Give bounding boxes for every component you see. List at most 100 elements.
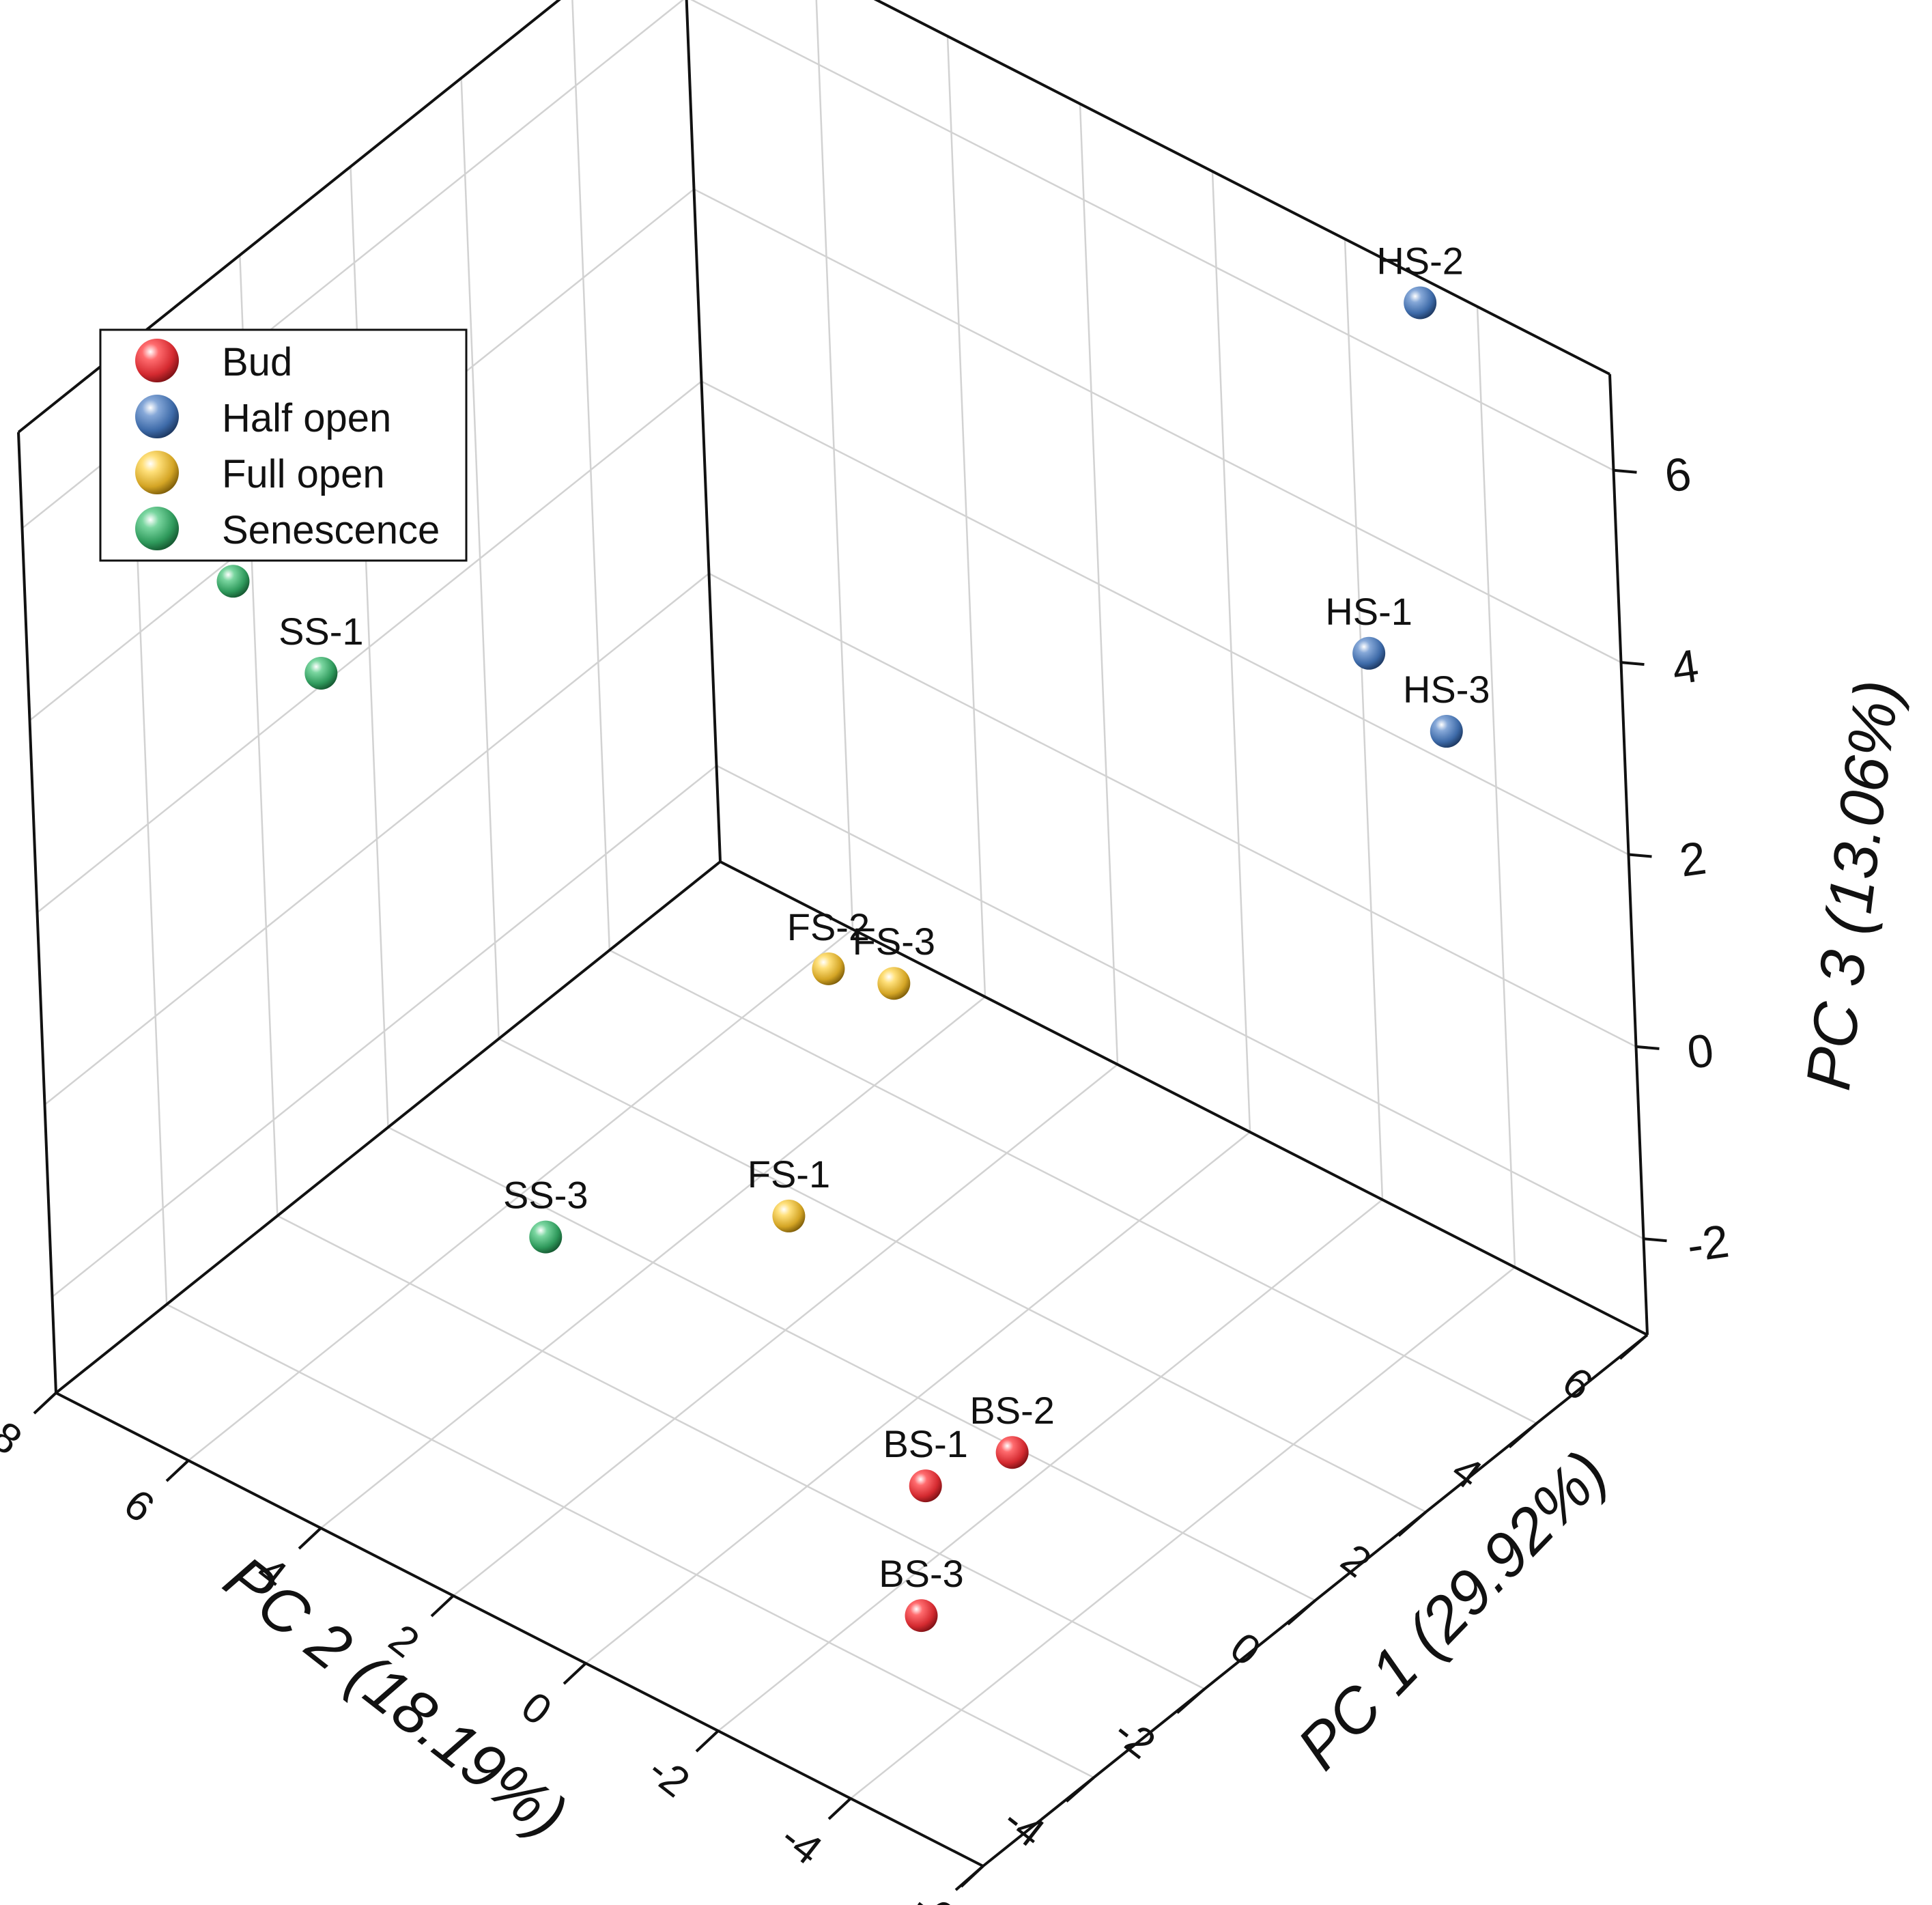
point-label-bs-3: BS-3: [879, 1552, 964, 1595]
x-tick-label: -4: [995, 1796, 1053, 1857]
box-edge: [720, 860, 1648, 1336]
y-axis-line: [55, 1392, 984, 1867]
left-wall-grid-line: [571, 0, 611, 950]
point-label-bs-2: BS-2: [969, 1389, 1055, 1432]
y-tick-mark: [827, 1797, 852, 1820]
z-tick-label: 0: [1684, 1024, 1717, 1080]
point-label-bs-1: BS-1: [883, 1422, 968, 1465]
x-tick-label: 6: [1554, 1358, 1602, 1410]
grid-lines: [17, 0, 1649, 1867]
y-tick-mark: [430, 1594, 455, 1618]
y-tick-mark: [165, 1459, 190, 1482]
x-tick-mark: [1287, 1599, 1316, 1626]
z-tick-label: 2: [1677, 832, 1709, 887]
y-tick-label: -4: [772, 1814, 831, 1874]
z-tick-mark: [1621, 661, 1645, 666]
point-label-hs-1: HS-1: [1325, 590, 1412, 633]
point-label-ss-3: SS-3: [503, 1174, 588, 1217]
point-fs-1: [772, 1199, 806, 1232]
point-hs-2: [1404, 286, 1437, 320]
floor-grid-line: [609, 949, 1537, 1424]
x-tick-mark: [1397, 1510, 1427, 1537]
y-tick-label: 6: [115, 1480, 163, 1532]
point-label-hs-3: HS-3: [1403, 668, 1490, 711]
right-wall-grid-line: [715, 765, 1645, 1240]
y-tick-mark: [33, 1392, 57, 1415]
z-tick-mark: [1628, 853, 1652, 858]
x-tick-label: -2: [1105, 1708, 1164, 1768]
floor-grid-line: [387, 1126, 1316, 1602]
right-wall-grid-line: [708, 572, 1637, 1048]
point-label-hs-2: HS-2: [1376, 239, 1464, 282]
right-wall-grid-line: [690, 0, 1615, 471]
floor-grid-line: [718, 1199, 1383, 1732]
data-points: BS-1BS-2 BS-3 HS-1 HS-2 HS-3 FS-1 FS-2FS-3 SS-1…: [190, 239, 1490, 1633]
floor-grid-line: [276, 1215, 1205, 1690]
z-tick-mark: [1613, 468, 1637, 474]
y-tick-mark: [695, 1730, 720, 1753]
point-hs-1: [1352, 636, 1386, 670]
y-tick-mark: [960, 1865, 984, 1888]
point-bs-2: [995, 1436, 1029, 1469]
floor-grid-line: [498, 1038, 1427, 1513]
z-tick-label: 4: [1669, 640, 1702, 695]
legend: Bud Half open Full open Senescence: [99, 328, 468, 562]
left-wall-grid-line: [51, 765, 718, 1298]
floor-grid-line: [188, 929, 853, 1461]
floor-grid-line: [585, 1131, 1251, 1664]
x-tick-label: 0: [1221, 1624, 1269, 1676]
floor-grid-line: [850, 1267, 1516, 1799]
right-wall-grid-line: [815, 0, 854, 930]
x-tick-mark: [1176, 1688, 1206, 1714]
legend-marker-full-open: [135, 451, 179, 494]
point-ss-3: [529, 1220, 563, 1254]
right-wall-grid-line: [700, 380, 1630, 856]
right-wall-grid-line: [693, 188, 1622, 664]
point-bs-1: [909, 1469, 942, 1503]
z-tick-label: -2: [1684, 1215, 1732, 1272]
left-wall-grid-line: [44, 572, 710, 1105]
legend-marker-senescence: [135, 507, 179, 550]
y-tick-mark: [298, 1527, 322, 1550]
legend-marker-half-open: [135, 395, 179, 438]
point-label-fs-1: FS-1: [748, 1153, 830, 1196]
legend-label-half-open: Half open: [222, 396, 391, 440]
point-label-fs-2: FS-2: [787, 905, 870, 948]
x-tick-mark: [1619, 1334, 1649, 1360]
box-edge: [17, 432, 57, 1394]
z-tick-label: 6: [1662, 447, 1694, 503]
floor-grid-line: [166, 1303, 1094, 1779]
box-edge: [685, 0, 722, 862]
point-label-ss-1: SS-1: [279, 610, 364, 653]
y-tick-label: 8: [0, 1413, 30, 1465]
y-tick-label: 0: [513, 1683, 560, 1735]
point-label-fs-3: FS-3: [853, 920, 935, 963]
z-tick-mark: [1643, 1237, 1667, 1243]
point-bs-3: [905, 1599, 938, 1633]
x-tick-label: 2: [1332, 1535, 1380, 1587]
x-tick-mark: [1508, 1422, 1538, 1449]
x-tick-mark: [1065, 1776, 1095, 1803]
legend-label-bud: Bud: [222, 340, 292, 384]
floor-grid-line: [320, 996, 986, 1529]
legend-marker-bud: [135, 339, 179, 382]
y-tick-mark: [563, 1662, 587, 1685]
floor-grid-line: [453, 1064, 1118, 1596]
legend-label-senescence: Senescence: [222, 508, 440, 552]
box-edge: [55, 860, 722, 1394]
x-tick-label: 4: [1443, 1447, 1491, 1499]
point-fs-3: [877, 967, 911, 1000]
point-fs-2: [812, 952, 845, 985]
y-axis-title: PC 2 (18.19%): [212, 1543, 579, 1852]
z-axis-title: PC 3 (13.06%): [1793, 677, 1913, 1094]
point-ss-2: [216, 565, 250, 598]
y-tick-label: -2: [640, 1747, 698, 1807]
left-wall-grid-line: [36, 380, 702, 914]
box-edge: [873, 0, 1610, 376]
point-hs-3: [1430, 715, 1463, 748]
legend-label-full-open: Full open: [222, 452, 385, 496]
z-tick-mark: [1636, 1045, 1660, 1050]
point-ss-1: [304, 656, 338, 690]
